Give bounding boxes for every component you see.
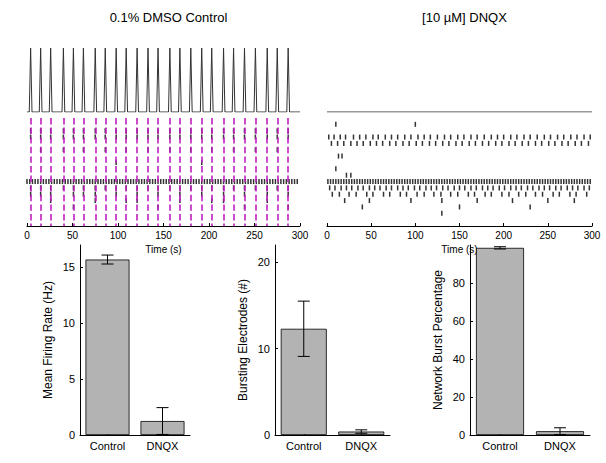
svg-text:5: 5 xyxy=(69,373,75,385)
svg-text:0: 0 xyxy=(264,429,270,441)
svg-text:0: 0 xyxy=(459,429,465,441)
svg-text:Bursting Electrodes (#): Bursting Electrodes (#) xyxy=(236,279,250,401)
svg-text:100: 100 xyxy=(110,230,127,241)
svg-text:150: 150 xyxy=(155,230,172,241)
svg-text:200: 200 xyxy=(495,230,512,241)
svg-text:DNQX: DNQX xyxy=(147,440,179,452)
svg-text:Time (s): Time (s) xyxy=(441,244,477,255)
svg-text:Control: Control xyxy=(482,440,517,452)
svg-text:50: 50 xyxy=(366,230,378,241)
svg-text:10: 10 xyxy=(258,343,270,355)
svg-text:Network Burst Percentage: Network Burst Percentage xyxy=(431,270,445,410)
svg-text:0.1% DMSO Control: 0.1% DMSO Control xyxy=(110,10,228,25)
svg-text:0: 0 xyxy=(69,429,75,441)
svg-text:300: 300 xyxy=(292,230,309,241)
svg-text:80: 80 xyxy=(453,277,465,289)
svg-text:150: 150 xyxy=(451,230,468,241)
svg-text:0: 0 xyxy=(324,230,330,241)
svg-text:Control: Control xyxy=(90,440,125,452)
svg-text:100: 100 xyxy=(407,230,424,241)
svg-text:10: 10 xyxy=(63,317,75,329)
svg-text:0: 0 xyxy=(24,230,30,241)
svg-text:DNQX: DNQX xyxy=(345,440,377,452)
svg-text:20: 20 xyxy=(258,256,270,268)
svg-text:250: 250 xyxy=(246,230,263,241)
svg-text:50: 50 xyxy=(67,230,79,241)
svg-text:60: 60 xyxy=(453,315,465,327)
svg-text:Control: Control xyxy=(286,440,321,452)
svg-text:Mean Firing Rate (Hz): Mean Firing Rate (Hz) xyxy=(41,281,55,399)
svg-text:DNQX: DNQX xyxy=(544,440,576,452)
svg-text:20: 20 xyxy=(453,391,465,403)
svg-text:Time (s): Time (s) xyxy=(145,244,181,255)
svg-text:40: 40 xyxy=(453,353,465,365)
svg-text:[10 µM] DNQX: [10 µM] DNQX xyxy=(422,10,507,25)
svg-text:300: 300 xyxy=(584,230,601,241)
svg-text:15: 15 xyxy=(63,261,75,273)
svg-text:200: 200 xyxy=(201,230,218,241)
svg-text:250: 250 xyxy=(539,230,556,241)
